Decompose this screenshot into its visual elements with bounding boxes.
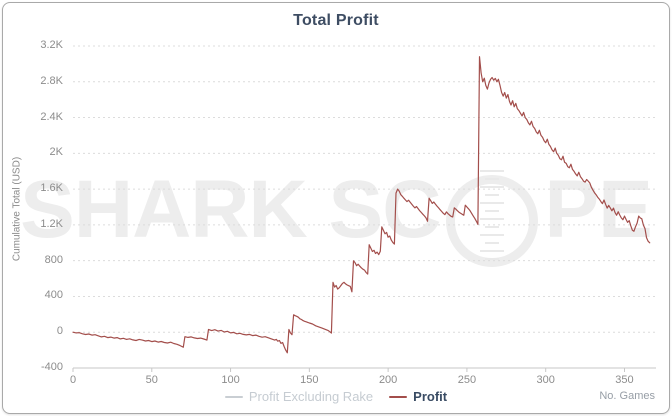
y-tick-label: 1.2K [40,217,63,230]
legend-dash-icon [224,395,243,398]
x-axis-title: No. Games [599,390,655,402]
legend-dash-icon [389,395,408,398]
legend-label: Profit Excluding Rake [248,389,374,404]
legend: Profit Excluding Rake Profit [3,389,669,404]
x-tick-label: 100 [221,374,240,386]
y-tick-label: 800 [44,253,63,266]
legend-label: Profit [413,389,448,404]
chart-title: Total Profit [293,12,379,29]
x-tick-label: 250 [457,374,477,386]
y-tick-label: 3.2K [40,39,63,51]
x-tick-label: 200 [378,374,398,386]
plot-area [72,45,656,372]
x-tick-label: 350 [615,374,634,386]
x-tick-label: 300 [536,374,555,386]
y-tick-label: 2.8K [40,74,63,87]
y-tick-label: 400 [44,289,63,302]
x-tick-label: 50 [145,374,158,386]
y-tick-label: 2K [49,146,63,159]
y-tick-label: 2.4K [40,110,63,123]
y-tick-label: 1.6K [40,182,63,195]
legend-item-profit-excluding-rake[interactable]: Profit Excluding Rake [224,389,374,404]
x-tick-label: 150 [300,374,319,386]
legend-item-profit[interactable]: Profit [389,389,447,404]
y-tick-label: -400 [40,361,63,373]
profit-line-series [72,56,651,354]
x-tick-label: 0 [69,374,77,386]
y-tick-label: 0 [56,325,63,338]
